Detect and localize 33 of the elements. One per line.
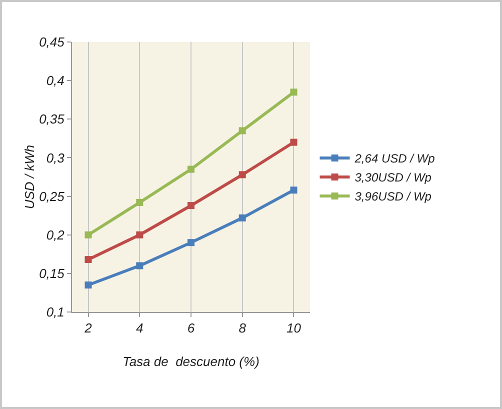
legend-label: 2,64 USD / Wp — [354, 152, 436, 166]
point — [290, 88, 298, 96]
point — [188, 166, 194, 173]
point — [290, 186, 298, 194]
point — [188, 239, 194, 246]
point — [188, 202, 194, 210]
x-axis-title: Tasa de descuento (%) — [122, 354, 260, 370]
point — [84, 256, 92, 264]
y-tick-label: 0,15 — [39, 266, 66, 281]
x-tick-label: 2 — [84, 320, 93, 336]
x-tick-label: 6 — [187, 320, 196, 336]
point — [84, 282, 92, 288]
y-tick-label: 0,25 — [39, 188, 66, 204]
x-tick-label: 4 — [136, 320, 144, 336]
point — [238, 214, 246, 222]
y-tick-label: 0,35 — [39, 112, 66, 127]
point — [238, 171, 246, 178]
x-tick-label: 8 — [238, 320, 247, 336]
point — [136, 231, 144, 238]
legend-label: 3,30USD / Wp — [354, 170, 432, 185]
y-axis-title: USD / kWh — [22, 144, 38, 210]
point — [136, 262, 144, 270]
point — [238, 127, 246, 134]
y-tick-label: 0,45 — [39, 34, 66, 50]
point — [136, 198, 144, 206]
y-tick-label: 0,3 — [46, 150, 66, 166]
x-tick-label: 10 — [286, 320, 302, 336]
y-tick-label: 0,1 — [46, 304, 64, 320]
y-tick-label: 0,2 — [46, 227, 66, 242]
point — [84, 231, 92, 238]
point — [290, 138, 298, 146]
y-tick-label: 0,4 — [46, 73, 64, 88]
legend-label: 3,96USD / Wp — [354, 190, 432, 204]
